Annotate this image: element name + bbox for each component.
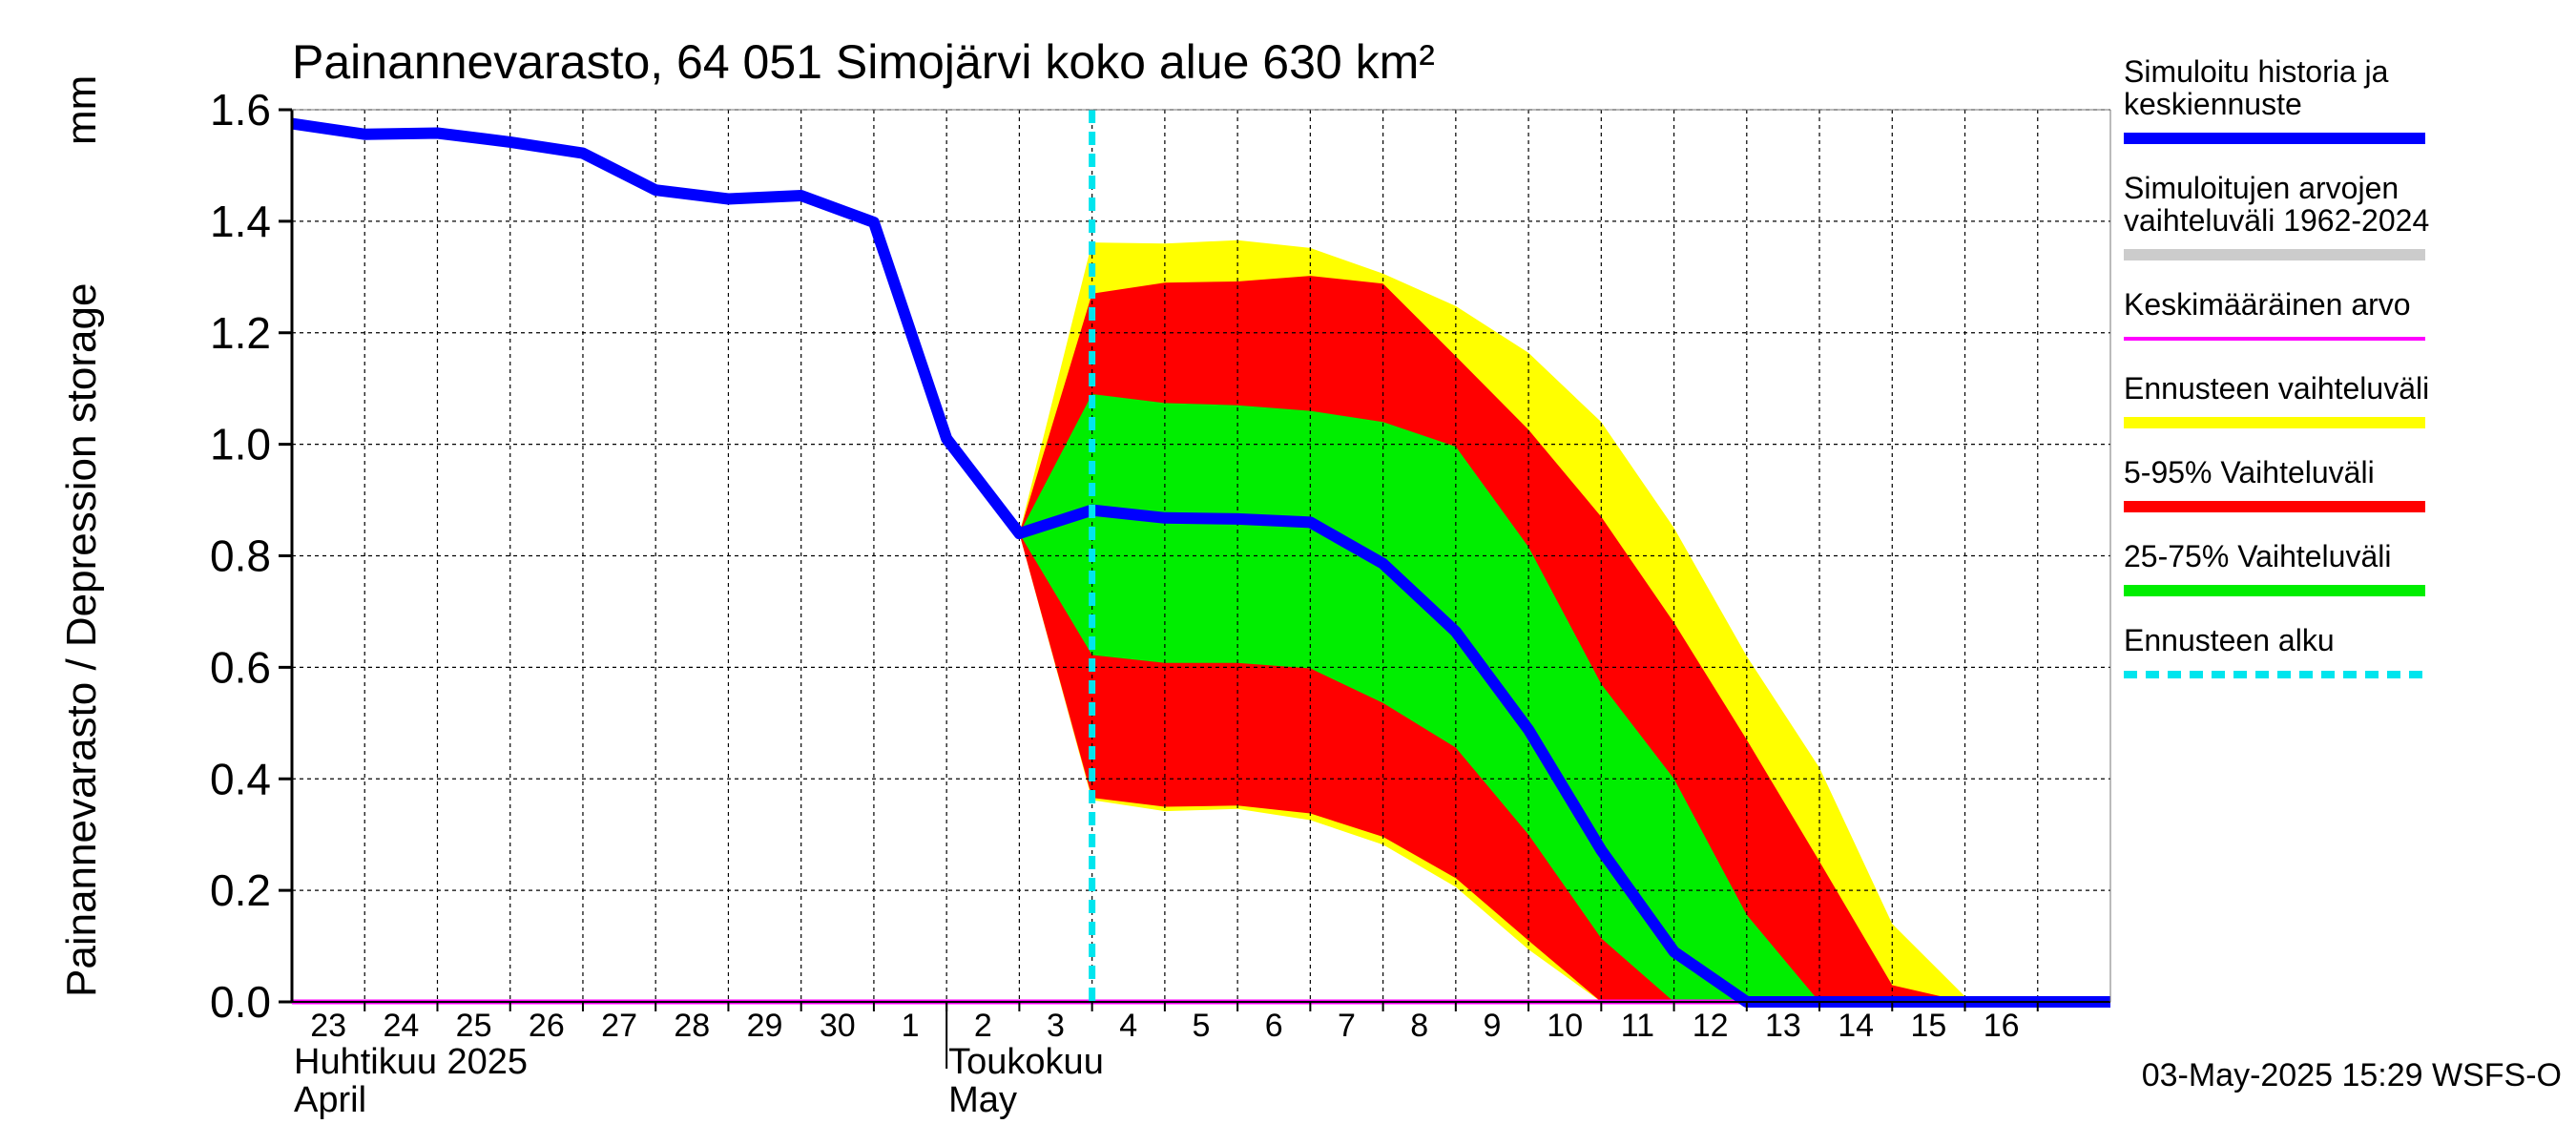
- y-axis-label: Painannevarasto / Depression storage: [58, 283, 105, 997]
- month-label-fi-2: Toukokuu: [948, 1042, 1104, 1082]
- x-tick-label-1: 1: [902, 1008, 920, 1044]
- x-tick-label-8: 8: [1410, 1008, 1428, 1044]
- x-tick-label-16: 16: [1984, 1008, 2020, 1044]
- x-tick-label-27: 27: [601, 1008, 637, 1044]
- y-tick-label-0.2: 0.2: [210, 865, 271, 915]
- x-tick-label-7: 7: [1338, 1008, 1356, 1044]
- x-tick-label-30: 30: [820, 1008, 856, 1044]
- x-tick-label-23: 23: [310, 1008, 346, 1044]
- y-tick-label-1.2: 1.2: [210, 308, 271, 358]
- x-tick-label-26: 26: [529, 1008, 565, 1044]
- band-3: [1019, 394, 2110, 1002]
- y-tick-label-0.8: 0.8: [210, 531, 271, 581]
- legend-text-1-2: keskiennuste: [2124, 87, 2302, 121]
- legend-text-4-1: Ennusteen vaihteluväli: [2124, 371, 2429, 406]
- y-tick-label-0.0: 0.0: [210, 977, 271, 1027]
- x-tick-label-6: 6: [1265, 1008, 1283, 1044]
- legend-text-3-1: Keskimääräinen arvo: [2124, 287, 2411, 322]
- month-label-fi-1: Huhtikuu 2025: [294, 1042, 528, 1082]
- footer-timestamp: 03-May-2025 15:29 WSFS-O: [2142, 1057, 2562, 1093]
- month-label-en-2: May: [948, 1080, 1017, 1120]
- grid: [292, 109, 2110, 1002]
- x-tick-label-4: 4: [1119, 1008, 1137, 1044]
- x-tick-label-12: 12: [1693, 1008, 1729, 1044]
- legend-text-6-1: 25-75% Vaihteluväli: [2124, 539, 2391, 573]
- y-tick-label-0.4: 0.4: [210, 754, 271, 803]
- y-tick-label-1.4: 1.4: [210, 197, 271, 246]
- legend-text-2-2: vaihteluväli 1962-2024: [2124, 203, 2429, 238]
- y-tick-label-1.0: 1.0: [210, 420, 271, 469]
- x-tick-label-14: 14: [1838, 1008, 1874, 1044]
- legend-text-2-1: Simuloitujen arvojen: [2124, 171, 2399, 205]
- y-tick-label-1.6: 1.6: [210, 85, 271, 135]
- x-tick-label-13: 13: [1765, 1008, 1801, 1044]
- x-tick-label-9: 9: [1483, 1008, 1501, 1044]
- y-tick-label-0.6: 0.6: [210, 642, 271, 692]
- x-tick-label-29: 29: [747, 1008, 783, 1044]
- x-tick-label-25: 25: [456, 1008, 492, 1044]
- x-tick-label-5: 5: [1193, 1008, 1211, 1044]
- legend-text-7-1: Ennusteen alku: [2124, 623, 2335, 657]
- x-tick-label-11: 11: [1621, 1008, 1654, 1044]
- tick-labels: 0.00.20.40.60.81.01.21.41.623 24 25 26 27 28 2…: [210, 85, 2020, 1120]
- x-tick-label-28: 28: [674, 1008, 710, 1044]
- x-tick-label-2: 2: [974, 1008, 992, 1044]
- axes: [279, 108, 2111, 1069]
- legend-text-1-1: Simuloitu historia ja: [2124, 54, 2389, 89]
- chart-title: Painannevarasto, 64 051 Simojärvi koko a…: [292, 35, 1435, 89]
- x-tick-label-15: 15: [1910, 1008, 1946, 1044]
- x-tick-label-10: 10: [1547, 1008, 1583, 1044]
- legend-text-5-1: 5-95% Vaihteluväli: [2124, 455, 2375, 489]
- x-tick-label-24: 24: [383, 1008, 419, 1044]
- forecast-bands: [1019, 239, 2110, 1003]
- month-label-en-1: April: [294, 1080, 366, 1120]
- y-axis-unit: mm: [58, 75, 105, 145]
- x-tick-label-3: 3: [1047, 1008, 1065, 1044]
